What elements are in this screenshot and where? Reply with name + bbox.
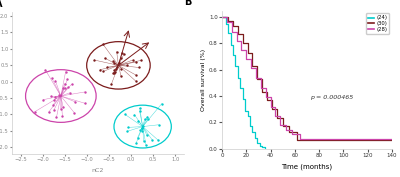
Text: B: B <box>185 0 192 7</box>
Point <box>82 102 88 105</box>
Point <box>51 108 57 111</box>
Point <box>118 75 124 77</box>
Point <box>111 71 117 74</box>
Point <box>48 95 54 98</box>
Point <box>62 87 68 90</box>
Point <box>53 116 60 119</box>
Point <box>40 98 46 101</box>
Point <box>125 126 131 129</box>
Point <box>66 92 73 94</box>
Point <box>116 61 122 64</box>
Text: A: A <box>0 0 2 9</box>
Point <box>58 107 64 110</box>
Point <box>65 85 72 88</box>
Legend: (24), (30), (28): (24), (30), (28) <box>366 13 389 34</box>
Point <box>133 61 140 63</box>
Point <box>137 129 144 132</box>
Point <box>91 59 98 61</box>
Point <box>149 138 155 141</box>
Point <box>118 67 124 70</box>
Point <box>132 80 139 82</box>
X-axis label: nC2: nC2 <box>92 168 104 173</box>
Point <box>49 77 55 79</box>
Point <box>144 115 151 118</box>
Point <box>112 71 118 74</box>
Point <box>110 60 116 63</box>
Point <box>111 62 118 64</box>
Point <box>158 102 165 105</box>
Point <box>133 142 139 145</box>
Point <box>64 78 71 81</box>
Point <box>113 67 120 70</box>
Point <box>142 118 148 121</box>
Point <box>139 130 145 133</box>
Point <box>140 139 147 142</box>
Point <box>155 139 161 142</box>
Point <box>111 69 117 72</box>
Point <box>129 59 136 62</box>
Point <box>121 53 127 55</box>
Text: p = 0.000465: p = 0.000465 <box>310 95 354 100</box>
Point <box>60 87 67 89</box>
Point <box>145 118 151 121</box>
Point <box>124 130 130 133</box>
Point <box>119 51 125 54</box>
Point <box>144 134 150 137</box>
Point <box>124 64 130 67</box>
Point <box>136 107 143 110</box>
Point <box>60 106 66 109</box>
Point <box>140 125 146 127</box>
Point <box>72 101 79 103</box>
Point <box>104 66 110 69</box>
Point <box>110 72 116 75</box>
Point <box>135 119 142 122</box>
Point <box>108 83 114 86</box>
Point <box>118 56 124 59</box>
Point <box>136 109 143 112</box>
Point <box>131 113 138 116</box>
Point <box>68 83 75 86</box>
Point <box>133 74 140 77</box>
Point <box>45 111 52 114</box>
Point <box>52 79 58 82</box>
Point <box>116 61 122 64</box>
Point <box>138 59 145 62</box>
X-axis label: Time (months): Time (months) <box>282 163 332 170</box>
Point <box>139 127 146 130</box>
Point <box>139 127 145 130</box>
Point <box>134 136 141 139</box>
Point <box>52 95 58 98</box>
Point <box>143 144 149 147</box>
Point <box>51 98 58 101</box>
Point <box>122 113 128 116</box>
Point <box>50 103 56 106</box>
Y-axis label: Overall survival (%): Overall survival (%) <box>201 49 206 111</box>
Point <box>61 82 68 85</box>
Point <box>59 114 66 117</box>
Point <box>114 65 120 68</box>
Point <box>42 68 48 71</box>
Point <box>100 70 106 73</box>
Point <box>82 91 88 93</box>
Point <box>56 94 63 97</box>
Point <box>62 70 69 73</box>
Point <box>71 111 77 114</box>
Point <box>97 68 103 71</box>
Point <box>114 50 120 53</box>
Point <box>102 57 108 59</box>
Point <box>136 66 142 69</box>
Point <box>32 110 38 113</box>
Point <box>100 43 106 46</box>
Point <box>155 123 162 126</box>
